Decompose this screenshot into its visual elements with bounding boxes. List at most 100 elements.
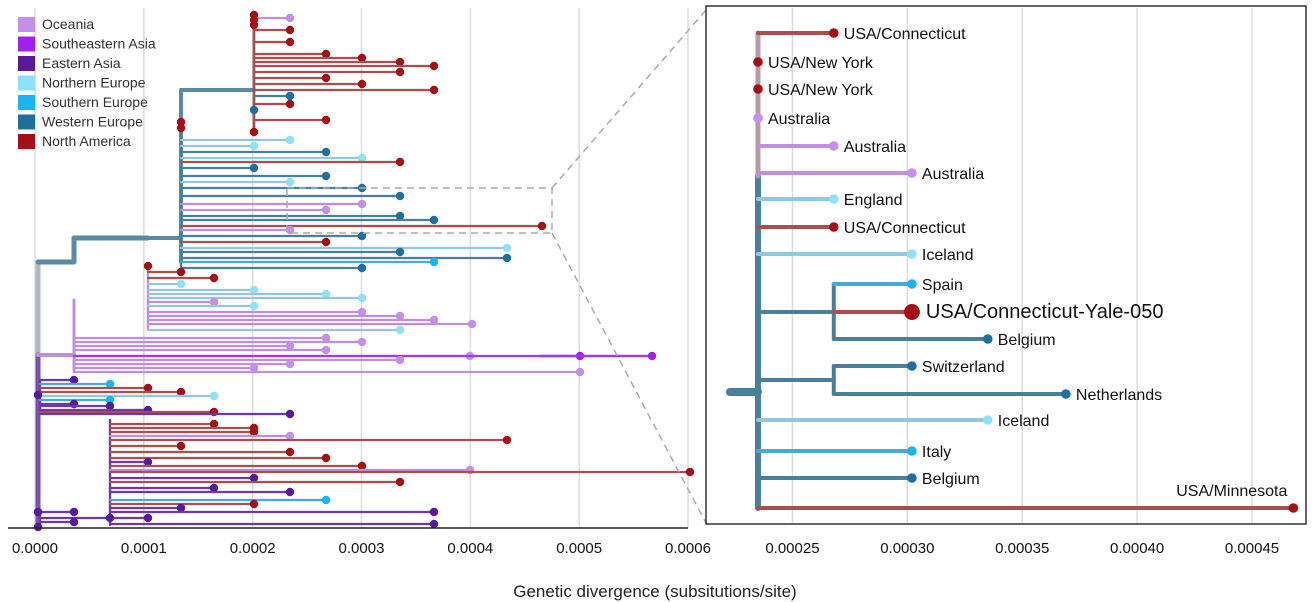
tree-tip bbox=[321, 49, 331, 59]
tree-tip bbox=[105, 513, 115, 523]
tree-tip bbox=[321, 171, 331, 181]
tree-tip bbox=[176, 279, 186, 289]
inset-tip bbox=[907, 446, 917, 456]
tree-tip bbox=[105, 401, 115, 411]
tree-tip bbox=[285, 25, 295, 35]
tree-tip bbox=[502, 243, 512, 253]
tree-tip bbox=[143, 513, 153, 523]
inset-x-axis: 0.00025 0.00030 0.00035 0.00040 0.00045 bbox=[765, 540, 1279, 557]
tree-tip bbox=[395, 211, 405, 221]
tree-tip bbox=[537, 221, 547, 231]
tree-tip bbox=[357, 461, 367, 471]
tree-tip bbox=[321, 289, 331, 299]
inset-tip bbox=[907, 361, 917, 371]
main-tick-label: 0.0000 bbox=[12, 540, 58, 557]
main-tick-label: 0.0002 bbox=[230, 540, 276, 557]
tree-tip bbox=[285, 135, 295, 145]
tree-tip bbox=[395, 247, 405, 257]
tree-tip bbox=[285, 341, 295, 351]
inset-tip bbox=[982, 415, 993, 425]
inset-tip-label: Iceland bbox=[922, 247, 974, 264]
tree-tip bbox=[429, 257, 439, 267]
inset-tip bbox=[753, 113, 763, 123]
tree-tip bbox=[321, 237, 331, 247]
tree-tip bbox=[249, 473, 259, 483]
tree-tip bbox=[357, 199, 367, 209]
tree-tip bbox=[176, 441, 186, 451]
inset-tip-label: Australia bbox=[922, 166, 984, 183]
inset-tip-label: Belgium bbox=[922, 471, 980, 488]
tree-tip bbox=[285, 13, 295, 23]
tree-tip bbox=[429, 215, 439, 225]
inset-tip-label: USA/Connecticut-Yale-050 bbox=[926, 301, 1164, 323]
main-tick-label: 0.0001 bbox=[121, 540, 167, 557]
inset-panel bbox=[705, 5, 1307, 525]
inset-tip bbox=[907, 279, 917, 289]
tree-tip bbox=[357, 293, 367, 303]
inset-tip-label: Australia bbox=[768, 111, 830, 128]
main-x-axis: 0.0000 0.0001 0.0002 0.0003 0.0004 0.0005 0.00… bbox=[8, 527, 711, 557]
tree-tip bbox=[176, 267, 186, 277]
inset-tick-label: 0.00040 bbox=[1110, 540, 1164, 557]
tree-tip bbox=[285, 359, 295, 369]
main-tick-label: 0.0004 bbox=[447, 540, 493, 557]
tree-tip bbox=[143, 457, 153, 467]
tree-tip bbox=[321, 495, 331, 505]
tree-tip bbox=[69, 507, 79, 517]
legend-label: Northern Europe bbox=[42, 75, 146, 91]
inset-tip-label: Italy bbox=[922, 444, 951, 461]
inset-frame bbox=[705, 5, 1307, 525]
tree-tip bbox=[357, 263, 367, 273]
tree-tip bbox=[357, 79, 367, 89]
tree-tip bbox=[502, 253, 512, 263]
tree-tip bbox=[249, 499, 259, 509]
main-tick-label: 0.0006 bbox=[665, 540, 711, 557]
legend-swatch bbox=[18, 134, 35, 149]
inset-tick-label: 0.00045 bbox=[1225, 540, 1279, 557]
inset-tick-label: 0.00025 bbox=[765, 540, 819, 557]
tree-tip bbox=[395, 355, 405, 365]
tree-tip bbox=[395, 311, 405, 321]
inset-tip bbox=[1061, 389, 1071, 399]
main-tick-label: 0.0003 bbox=[339, 540, 385, 557]
tree-tip bbox=[321, 345, 331, 355]
inset-tick-label: 0.00035 bbox=[995, 540, 1049, 557]
tree-tip bbox=[249, 285, 259, 295]
tree-tip bbox=[321, 73, 331, 83]
tree-tip bbox=[395, 67, 405, 77]
legend-swatch bbox=[18, 114, 35, 130]
inset-tip-label: USA/Connecticut bbox=[844, 220, 966, 237]
inset-tip bbox=[907, 168, 917, 178]
inset-tip bbox=[753, 84, 763, 94]
zoom-connector-bottom bbox=[551, 232, 707, 524]
main-tick-label: 0.0005 bbox=[556, 540, 602, 557]
tree-tip bbox=[33, 522, 43, 532]
inset-tip-label: Australia bbox=[844, 139, 906, 156]
inset-tip bbox=[753, 57, 763, 67]
tree-tip bbox=[429, 61, 439, 71]
tree-tip bbox=[285, 37, 295, 47]
tree-tip bbox=[321, 333, 331, 343]
tree-tip bbox=[685, 467, 695, 477]
inset-tip-label: USA/Minnesota bbox=[1176, 483, 1287, 500]
tree-tip bbox=[209, 419, 219, 429]
tree-tip bbox=[69, 375, 79, 385]
tree-tip bbox=[249, 20, 259, 30]
tree-tip bbox=[429, 85, 439, 95]
zoom-rect bbox=[286, 187, 553, 234]
tree-tip bbox=[249, 141, 259, 151]
legend: Oceania Southeastern Asia Eastern Asia Nort… bbox=[18, 16, 156, 149]
tree-tip bbox=[105, 395, 115, 405]
inset-tip bbox=[828, 141, 839, 151]
tree-tip bbox=[575, 367, 585, 377]
tree-tip bbox=[357, 153, 367, 163]
tree-tip bbox=[502, 435, 512, 445]
inset-tip bbox=[828, 194, 839, 204]
tree-tip bbox=[321, 115, 331, 125]
tree-tip bbox=[357, 231, 367, 241]
zoom-connector-top bbox=[551, 9, 707, 189]
inset-tip bbox=[828, 28, 839, 38]
legend-swatch bbox=[18, 36, 35, 52]
inset-tip bbox=[907, 473, 917, 483]
